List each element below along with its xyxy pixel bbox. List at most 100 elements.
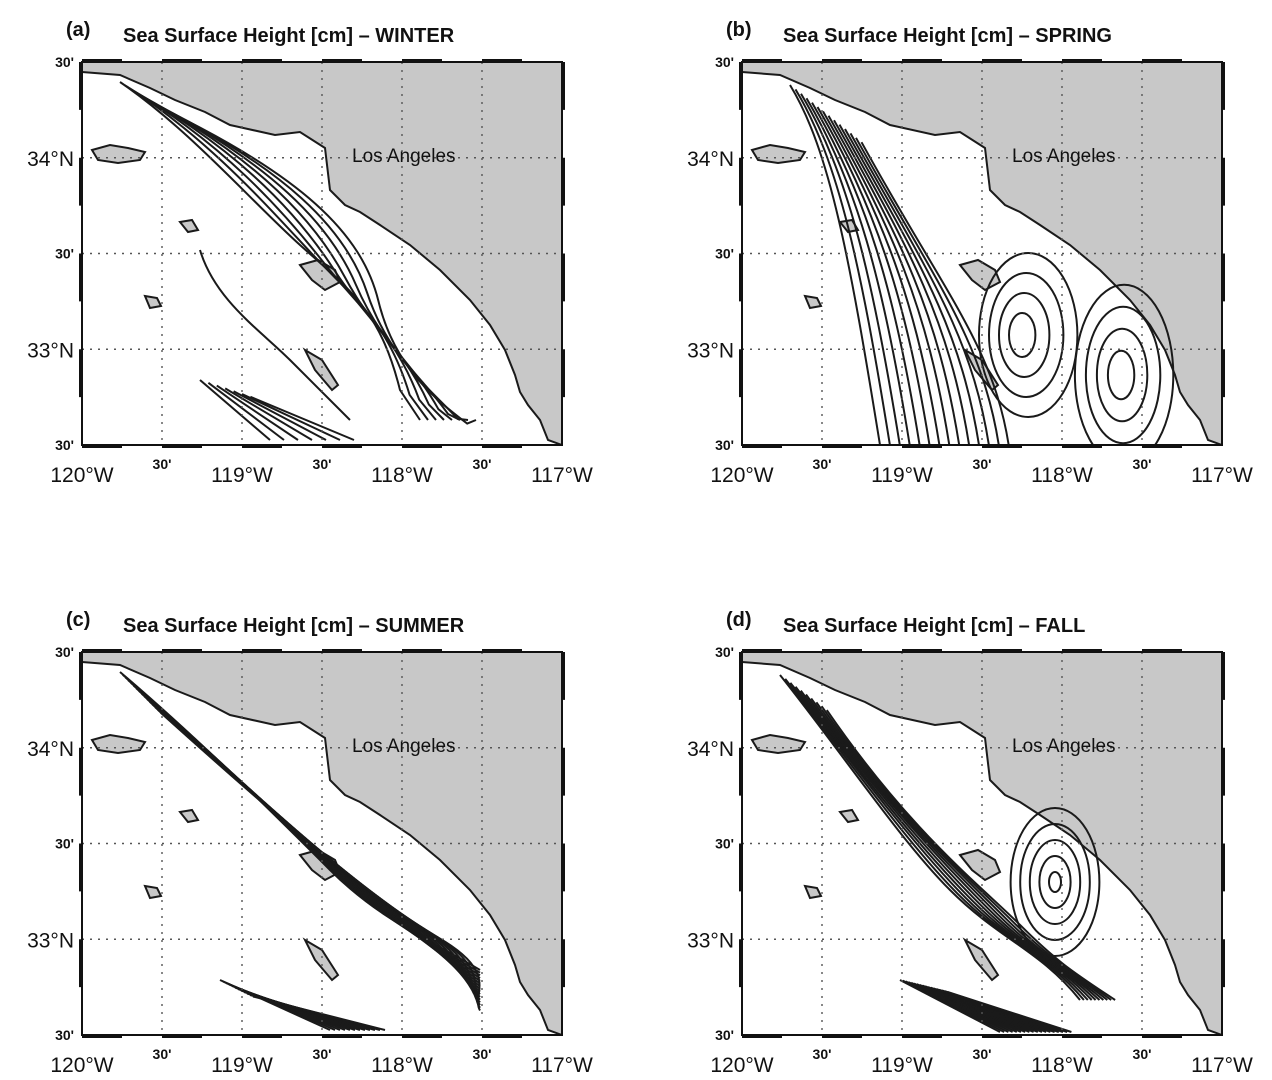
island <box>803 294 823 310</box>
frame-tick-top <box>1062 649 1102 653</box>
contour-line <box>810 697 1105 1001</box>
city-label: Los Angeles <box>352 736 456 757</box>
x-tick-label: 117°W <box>531 464 593 487</box>
panel-letter: (d) <box>726 609 752 631</box>
panel-title: Sea Surface Height [cm] – WINTER <box>123 25 455 47</box>
city-label: Los Angeles <box>1012 736 1116 757</box>
frame-tick-bottom <box>822 444 862 448</box>
frame-tick-bottom <box>1062 444 1102 448</box>
frame-tick-top <box>402 59 442 63</box>
frame-tick-left <box>79 253 83 302</box>
frame-tick-bottom <box>1062 1034 1102 1038</box>
contour-line <box>119 81 421 421</box>
contour-line <box>811 102 921 445</box>
contour-line <box>1009 807 1101 957</box>
contour-line <box>1106 349 1136 401</box>
frame-tick-top <box>82 59 122 63</box>
frame-tick-right <box>1221 253 1225 302</box>
x-tick-label: 120°W <box>710 1054 773 1077</box>
y-tick-label: 30' <box>715 644 734 660</box>
frame-tick-left <box>739 939 743 988</box>
frame-tick-bottom <box>482 444 522 448</box>
contour-line <box>794 88 891 445</box>
frame-tick-bottom <box>162 1034 202 1038</box>
frame-tick-bottom <box>822 1034 862 1038</box>
contour-line <box>789 682 1089 1001</box>
y-tick-label: 30' <box>55 644 74 660</box>
contour-line <box>988 272 1065 398</box>
contour-line <box>779 674 1081 1001</box>
contour-line <box>844 128 980 445</box>
contour-line <box>947 990 1072 1033</box>
frame-tick-top <box>982 649 1022 653</box>
x-tick-label: 30' <box>1133 1046 1152 1062</box>
contour-line <box>838 124 971 445</box>
frame-tick-bottom <box>402 444 442 448</box>
island <box>302 347 340 392</box>
frame-tick-right <box>1221 843 1225 892</box>
x-tick-label: 117°W <box>1191 464 1253 487</box>
frame-tick-left <box>739 843 743 892</box>
frame-tick-top <box>742 649 782 653</box>
frame-tick-top <box>482 59 522 63</box>
frame-tick-left <box>79 939 83 988</box>
y-tick-label: 30' <box>55 54 74 70</box>
map-c: (c) Sea Surface Height [cm] – SUMMER Los A… <box>27 609 593 1077</box>
y-tick-label: 34°N <box>687 738 734 761</box>
map-b: (b) Sea Surface Height [cm] – SPRING Los A… <box>687 19 1253 487</box>
x-tick-label: 30' <box>813 456 832 472</box>
contour-line <box>799 690 1097 1001</box>
panel-winter: (a) Sea Surface Height [cm] – WINTER Los A… <box>0 0 620 490</box>
y-tick-label: 30' <box>715 1027 734 1043</box>
panel-title: Sea Surface Height [cm] – SUMMER <box>123 615 465 637</box>
island <box>90 733 147 755</box>
frame-tick-bottom <box>82 444 122 448</box>
x-tick-label: 118°W <box>1031 1054 1093 1077</box>
frame-tick-right <box>1221 349 1225 398</box>
contour-line <box>224 387 313 441</box>
x-tick-label: 120°W <box>710 464 773 487</box>
contour-line <box>800 93 901 445</box>
panel-fall: (d) Sea Surface Height [cm] – FALL Los Ang… <box>660 590 1272 1080</box>
y-tick-label: 33°N <box>27 929 74 952</box>
frame-tick-bottom <box>902 1034 942 1038</box>
x-tick-label: 30' <box>313 1046 332 1062</box>
frame-tick-top <box>322 649 362 653</box>
frame-tick-top <box>482 649 522 653</box>
island <box>750 733 807 755</box>
contour-line <box>794 686 1093 1001</box>
panel-spring: (b) Sea Surface Height [cm] – SPRING Los A… <box>660 0 1272 490</box>
frame-tick-top <box>822 649 862 653</box>
frame-tick-left <box>739 747 743 796</box>
city-label: Los Angeles <box>1012 146 1116 167</box>
island <box>838 808 860 824</box>
frame-tick-top <box>822 59 862 63</box>
frame-tick-right <box>561 253 565 302</box>
frame-tick-top <box>902 649 942 653</box>
y-tick-label: 30' <box>55 836 74 852</box>
contour-line <box>1008 312 1037 358</box>
contour-line <box>159 711 481 1011</box>
y-tick-label: 30' <box>715 437 734 453</box>
frame-tick-left <box>79 349 83 398</box>
contour-line <box>1073 283 1175 445</box>
frame-tick-left <box>79 62 83 110</box>
frame-tick-top <box>1062 59 1102 63</box>
frame-tick-right <box>561 62 565 110</box>
x-tick-label: 118°W <box>371 464 433 487</box>
frame-tick-top <box>742 59 782 63</box>
frame-tick-right <box>561 652 565 700</box>
frame-tick-top <box>982 59 1022 63</box>
frame-tick-bottom <box>242 1034 282 1038</box>
x-tick-label: 117°W <box>1191 1054 1253 1077</box>
x-tick-label: 120°W <box>50 1054 113 1077</box>
contour-line <box>805 97 911 445</box>
contour-line <box>1095 327 1149 423</box>
x-tick-label: 117°W <box>531 1054 593 1077</box>
frame-tick-bottom <box>742 1034 782 1038</box>
frame-tick-bottom <box>1142 1034 1182 1038</box>
x-tick-label: 30' <box>153 1046 172 1062</box>
contour-line <box>241 393 341 441</box>
y-tick-label: 33°N <box>687 339 734 362</box>
contour-line <box>148 100 469 421</box>
